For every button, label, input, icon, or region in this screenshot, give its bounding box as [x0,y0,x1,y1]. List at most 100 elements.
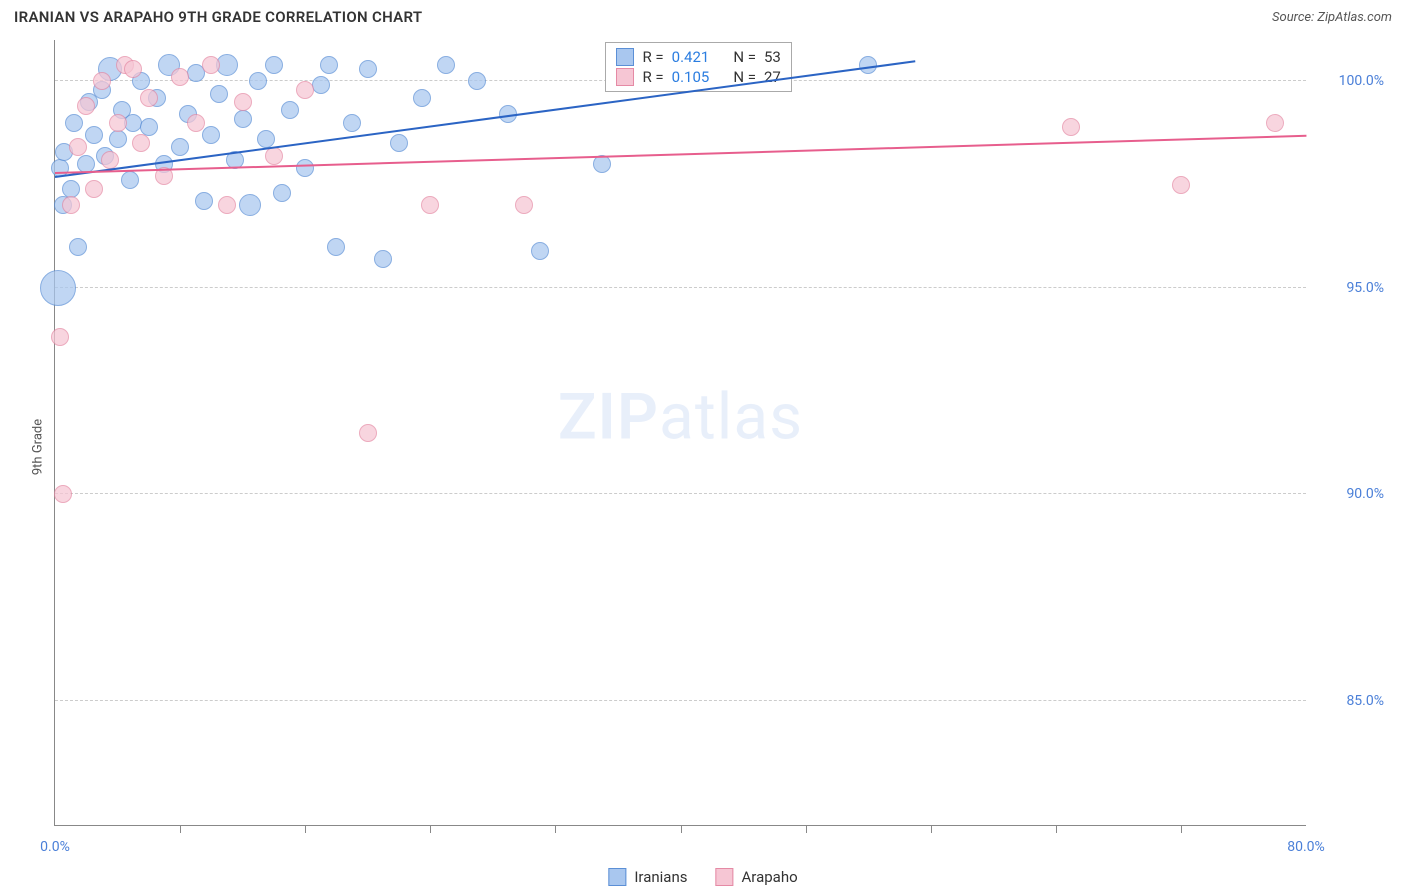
data-point [249,72,267,90]
x-tick [430,825,431,833]
data-point [195,192,213,210]
data-point [62,180,80,198]
data-point [296,159,314,177]
x-tick-label: 0.0% [40,839,70,855]
r-value: 0.105 [672,68,710,86]
data-point [124,60,142,78]
data-point [234,93,252,111]
x-tick [681,825,682,833]
data-point [40,270,76,306]
legend-swatch [616,68,634,86]
legend-item: Iranians [608,868,687,886]
data-point [65,114,83,132]
legend-item: Arapaho [716,868,798,886]
data-point [531,242,549,260]
data-point [140,89,158,107]
watermark-bold: ZIP [558,379,659,454]
data-point [239,194,261,216]
data-point [101,151,119,169]
data-point [85,180,103,198]
legend-stats-row: R = 0.421 N = 53 [616,47,780,67]
x-tick [305,825,306,833]
data-point [93,72,111,90]
data-point [77,97,95,115]
data-point [121,171,139,189]
data-point [296,81,314,99]
y-tick-label: 90.0% [1314,486,1384,502]
y-axis-label: 9th Grade [31,419,46,475]
n-label: N = [733,48,756,66]
data-point [359,424,377,442]
gridline [55,700,1306,701]
data-point [437,56,455,74]
data-point [171,138,189,156]
legend-bottom: Iranians Arapaho [608,868,797,886]
data-point [202,56,220,74]
x-tick-label: 80.0% [1287,839,1325,855]
y-tick-label: 85.0% [1314,693,1384,709]
data-point [51,328,69,346]
r-label: R = [642,48,663,66]
data-point [62,196,80,214]
n-value: 53 [764,48,781,66]
data-point [312,76,330,94]
data-point [320,56,338,74]
data-point [281,101,299,119]
x-tick [806,825,807,833]
data-point [1172,176,1190,194]
data-point [273,184,291,202]
legend-swatch [716,868,734,886]
data-point [210,85,228,103]
x-tick [931,825,932,833]
legend-stats: R = 0.421 N = 53R = 0.105 N = 27 [605,42,791,92]
data-point [234,110,252,128]
data-point [265,56,283,74]
x-tick [1056,825,1057,833]
data-point [257,130,275,148]
legend-stats-row: R =0.105N =27 [616,67,780,87]
data-point [515,196,533,214]
data-point [390,134,408,152]
data-point [69,238,87,256]
chart-title: IRANIAN VS ARAPAHO 9TH GRADE CORRELATION… [14,8,422,26]
r-label: R = [642,68,663,86]
chart-header: IRANIAN VS ARAPAHO 9TH GRADE CORRELATION… [0,0,1406,30]
gridline [55,287,1306,288]
chart-source: Source: ZipAtlas.com [1272,10,1392,25]
data-point [343,114,361,132]
data-point [421,196,439,214]
data-point [218,196,236,214]
chart-area: 9th Grade ZIPatlas 85.0%90.0%95.0%100.0%… [14,40,1392,854]
data-point [109,130,127,148]
gridline [55,493,1306,494]
data-point [468,72,486,90]
data-point [140,118,158,136]
data-point [1266,114,1284,132]
plot-area: ZIPatlas 85.0%90.0%95.0%100.0%0.0%80.0%R… [54,40,1306,826]
data-point [109,114,127,132]
n-value: 27 [764,68,781,86]
data-point [413,89,431,107]
x-tick [180,825,181,833]
data-point [374,250,392,268]
data-point [132,134,150,152]
y-tick-label: 100.0% [1314,73,1384,89]
watermark: ZIPatlas [558,379,803,454]
y-tick-label: 95.0% [1314,280,1384,296]
x-tick [555,825,556,833]
watermark-light: atlas [659,379,803,454]
r-value: 0.421 [672,48,710,66]
legend-swatch [608,868,626,886]
legend-label: Arapaho [742,868,798,886]
data-point [202,126,220,144]
data-point [85,126,103,144]
data-point [187,114,205,132]
data-point [1062,118,1080,136]
data-point [327,238,345,256]
x-tick [1181,825,1182,833]
legend-label: Iranians [634,868,687,886]
legend-swatch [616,48,634,66]
data-point [171,68,189,86]
data-point [54,485,72,503]
data-point [69,138,87,156]
